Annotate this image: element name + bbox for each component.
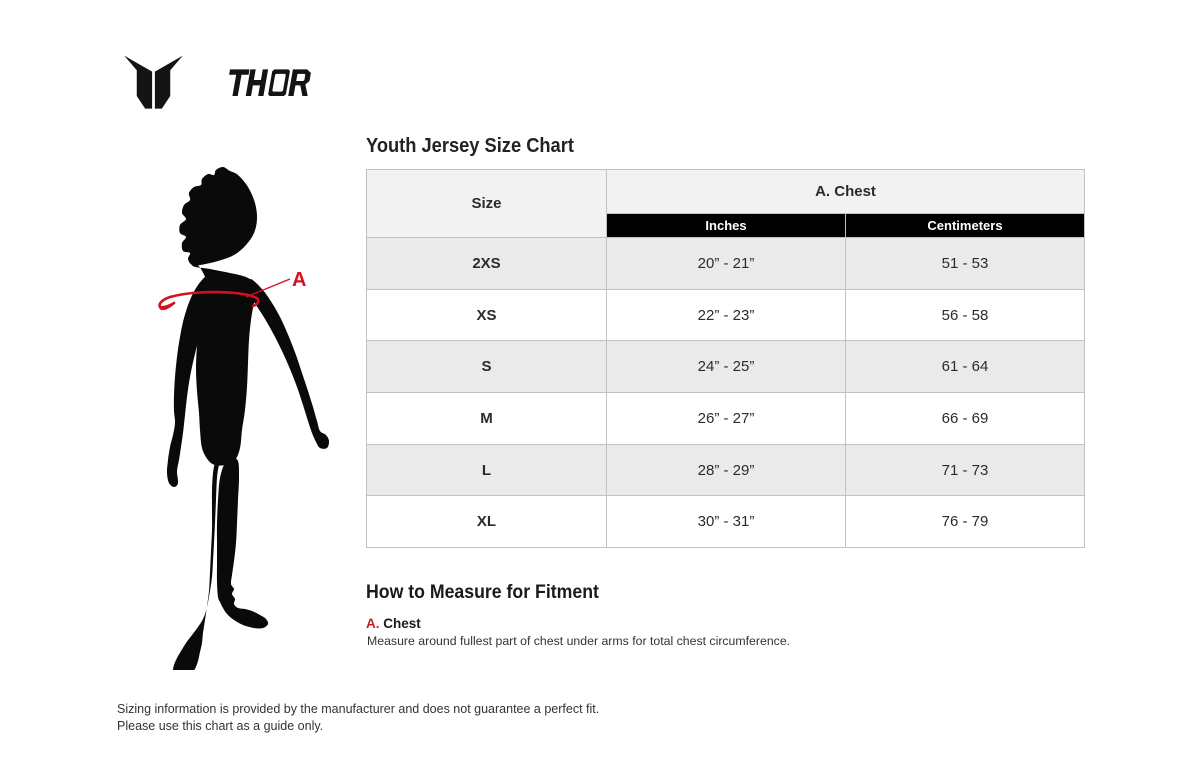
svg-text:A: A — [292, 270, 306, 291]
